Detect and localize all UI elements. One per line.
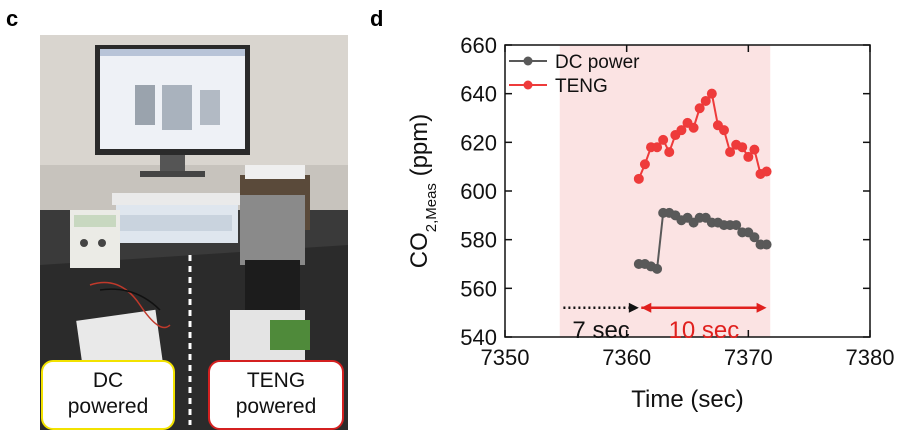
data-point bbox=[731, 220, 742, 231]
data-point bbox=[639, 159, 650, 170]
dc-powered-label: DC powered bbox=[41, 360, 175, 430]
data-point bbox=[652, 263, 663, 274]
annotation-arrowhead bbox=[628, 302, 639, 313]
legend-marker bbox=[523, 80, 533, 90]
annotation-arrowhead bbox=[756, 302, 767, 313]
y-tick-label: 560 bbox=[460, 276, 497, 301]
dc-powered-line1: DC bbox=[92, 369, 124, 392]
x-tick-label: 7370 bbox=[724, 345, 773, 370]
data-point bbox=[706, 88, 717, 99]
x-tick-label: 7380 bbox=[846, 345, 895, 370]
data-point bbox=[761, 239, 772, 250]
annotation-arrowhead bbox=[641, 302, 652, 313]
setup-photo: DC powered TENG powered bbox=[40, 35, 348, 430]
y-axis-label: CO2,Meas (ppm) bbox=[406, 114, 440, 269]
co2-chart: 7350 7360 7370 7380 540 560 580 600 620 640 660 7 … bbox=[406, 33, 895, 413]
teng-powered-line2: powered bbox=[235, 395, 317, 418]
annotation-label: 7 sec bbox=[572, 317, 629, 344]
data-point bbox=[664, 147, 675, 158]
data-point bbox=[749, 144, 760, 155]
x-tick-label: 7360 bbox=[602, 345, 651, 370]
legend-label: TENG bbox=[555, 76, 608, 97]
data-point bbox=[700, 95, 711, 106]
legend-label: DC power bbox=[555, 52, 640, 73]
data-point bbox=[688, 122, 699, 133]
teng-powered-label: TENG powered bbox=[208, 360, 344, 430]
teng-powered-line1: TENG bbox=[246, 369, 306, 392]
dc-powered-line2: powered bbox=[67, 395, 149, 418]
y-tick-label: 640 bbox=[460, 82, 497, 107]
x-axis-label: Time (sec) bbox=[631, 386, 743, 413]
data-point bbox=[652, 142, 663, 153]
y-tick-label: 660 bbox=[460, 33, 497, 58]
data-point bbox=[694, 103, 705, 114]
panel-letter-d: d bbox=[370, 6, 384, 31]
data-point bbox=[725, 147, 736, 158]
x-tick-label: 7350 bbox=[481, 345, 530, 370]
y-tick-label: 620 bbox=[460, 130, 497, 155]
y-tick-label: 600 bbox=[460, 179, 497, 204]
panel-letter-c: c bbox=[6, 6, 19, 31]
data-point bbox=[743, 151, 754, 162]
y-tick-label: 540 bbox=[460, 325, 497, 350]
data-point bbox=[761, 166, 772, 177]
shaded-region bbox=[559, 45, 771, 337]
data-point bbox=[658, 134, 669, 145]
data-point bbox=[749, 232, 760, 243]
data-point bbox=[719, 125, 729, 136]
data-point bbox=[737, 142, 748, 153]
data-point bbox=[633, 173, 644, 184]
y-tick-label: 580 bbox=[460, 228, 497, 253]
data-point bbox=[676, 125, 687, 136]
legend-marker bbox=[523, 56, 533, 66]
annotation-label: 10 sec bbox=[669, 317, 740, 344]
